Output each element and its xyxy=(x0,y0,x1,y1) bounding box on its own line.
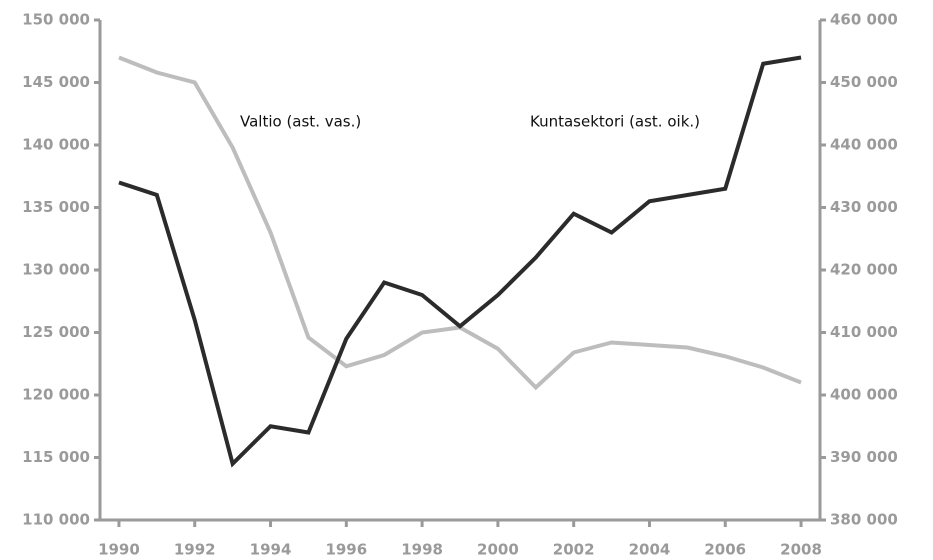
x-tick-label: 1996 xyxy=(325,541,367,559)
x-tick-label: 2006 xyxy=(704,541,746,559)
y-tick-label: 115 000 xyxy=(22,448,90,466)
y-tick-label: 145 000 xyxy=(22,73,90,91)
x-tick-label: 2008 xyxy=(780,541,822,559)
y-tick-label: 135 000 xyxy=(22,198,90,216)
y-tick-label: 125 000 xyxy=(22,323,90,341)
y-tick-label: 110 000 xyxy=(22,511,90,529)
series-line xyxy=(118,55,802,468)
y2-tick-label: 400 000 xyxy=(830,386,898,404)
x-tick-label: 2000 xyxy=(477,541,519,559)
y2-tick-label: 410 000 xyxy=(830,323,898,341)
y-tick-label: 150 000 xyxy=(22,11,90,29)
series-label: Kuntasektori (ast. oik.) xyxy=(530,113,700,131)
x-tick-label: 1992 xyxy=(174,541,216,559)
x-tick-label: 1990 xyxy=(98,541,140,559)
series-line xyxy=(118,55,802,391)
series-label: Valtio (ast. vas.) xyxy=(240,113,361,131)
y-tick-label: 120 000 xyxy=(22,386,90,404)
y-tick-label: 130 000 xyxy=(22,261,90,279)
y2-tick-label: 380 000 xyxy=(830,511,898,529)
y-tick-label: 140 000 xyxy=(22,136,90,154)
y2-tick-label: 390 000 xyxy=(830,448,898,466)
y2-tick-label: 430 000 xyxy=(830,198,898,216)
y2-tick-label: 450 000 xyxy=(830,73,898,91)
x-tick-label: 1998 xyxy=(401,541,443,559)
x-tick-label: 2004 xyxy=(629,541,671,559)
x-tick-label: 1994 xyxy=(250,541,292,559)
y2-tick-label: 440 000 xyxy=(830,136,898,154)
x-tick-label: 2002 xyxy=(553,541,595,559)
y2-tick-label: 460 000 xyxy=(830,11,898,29)
y2-tick-label: 420 000 xyxy=(830,261,898,279)
